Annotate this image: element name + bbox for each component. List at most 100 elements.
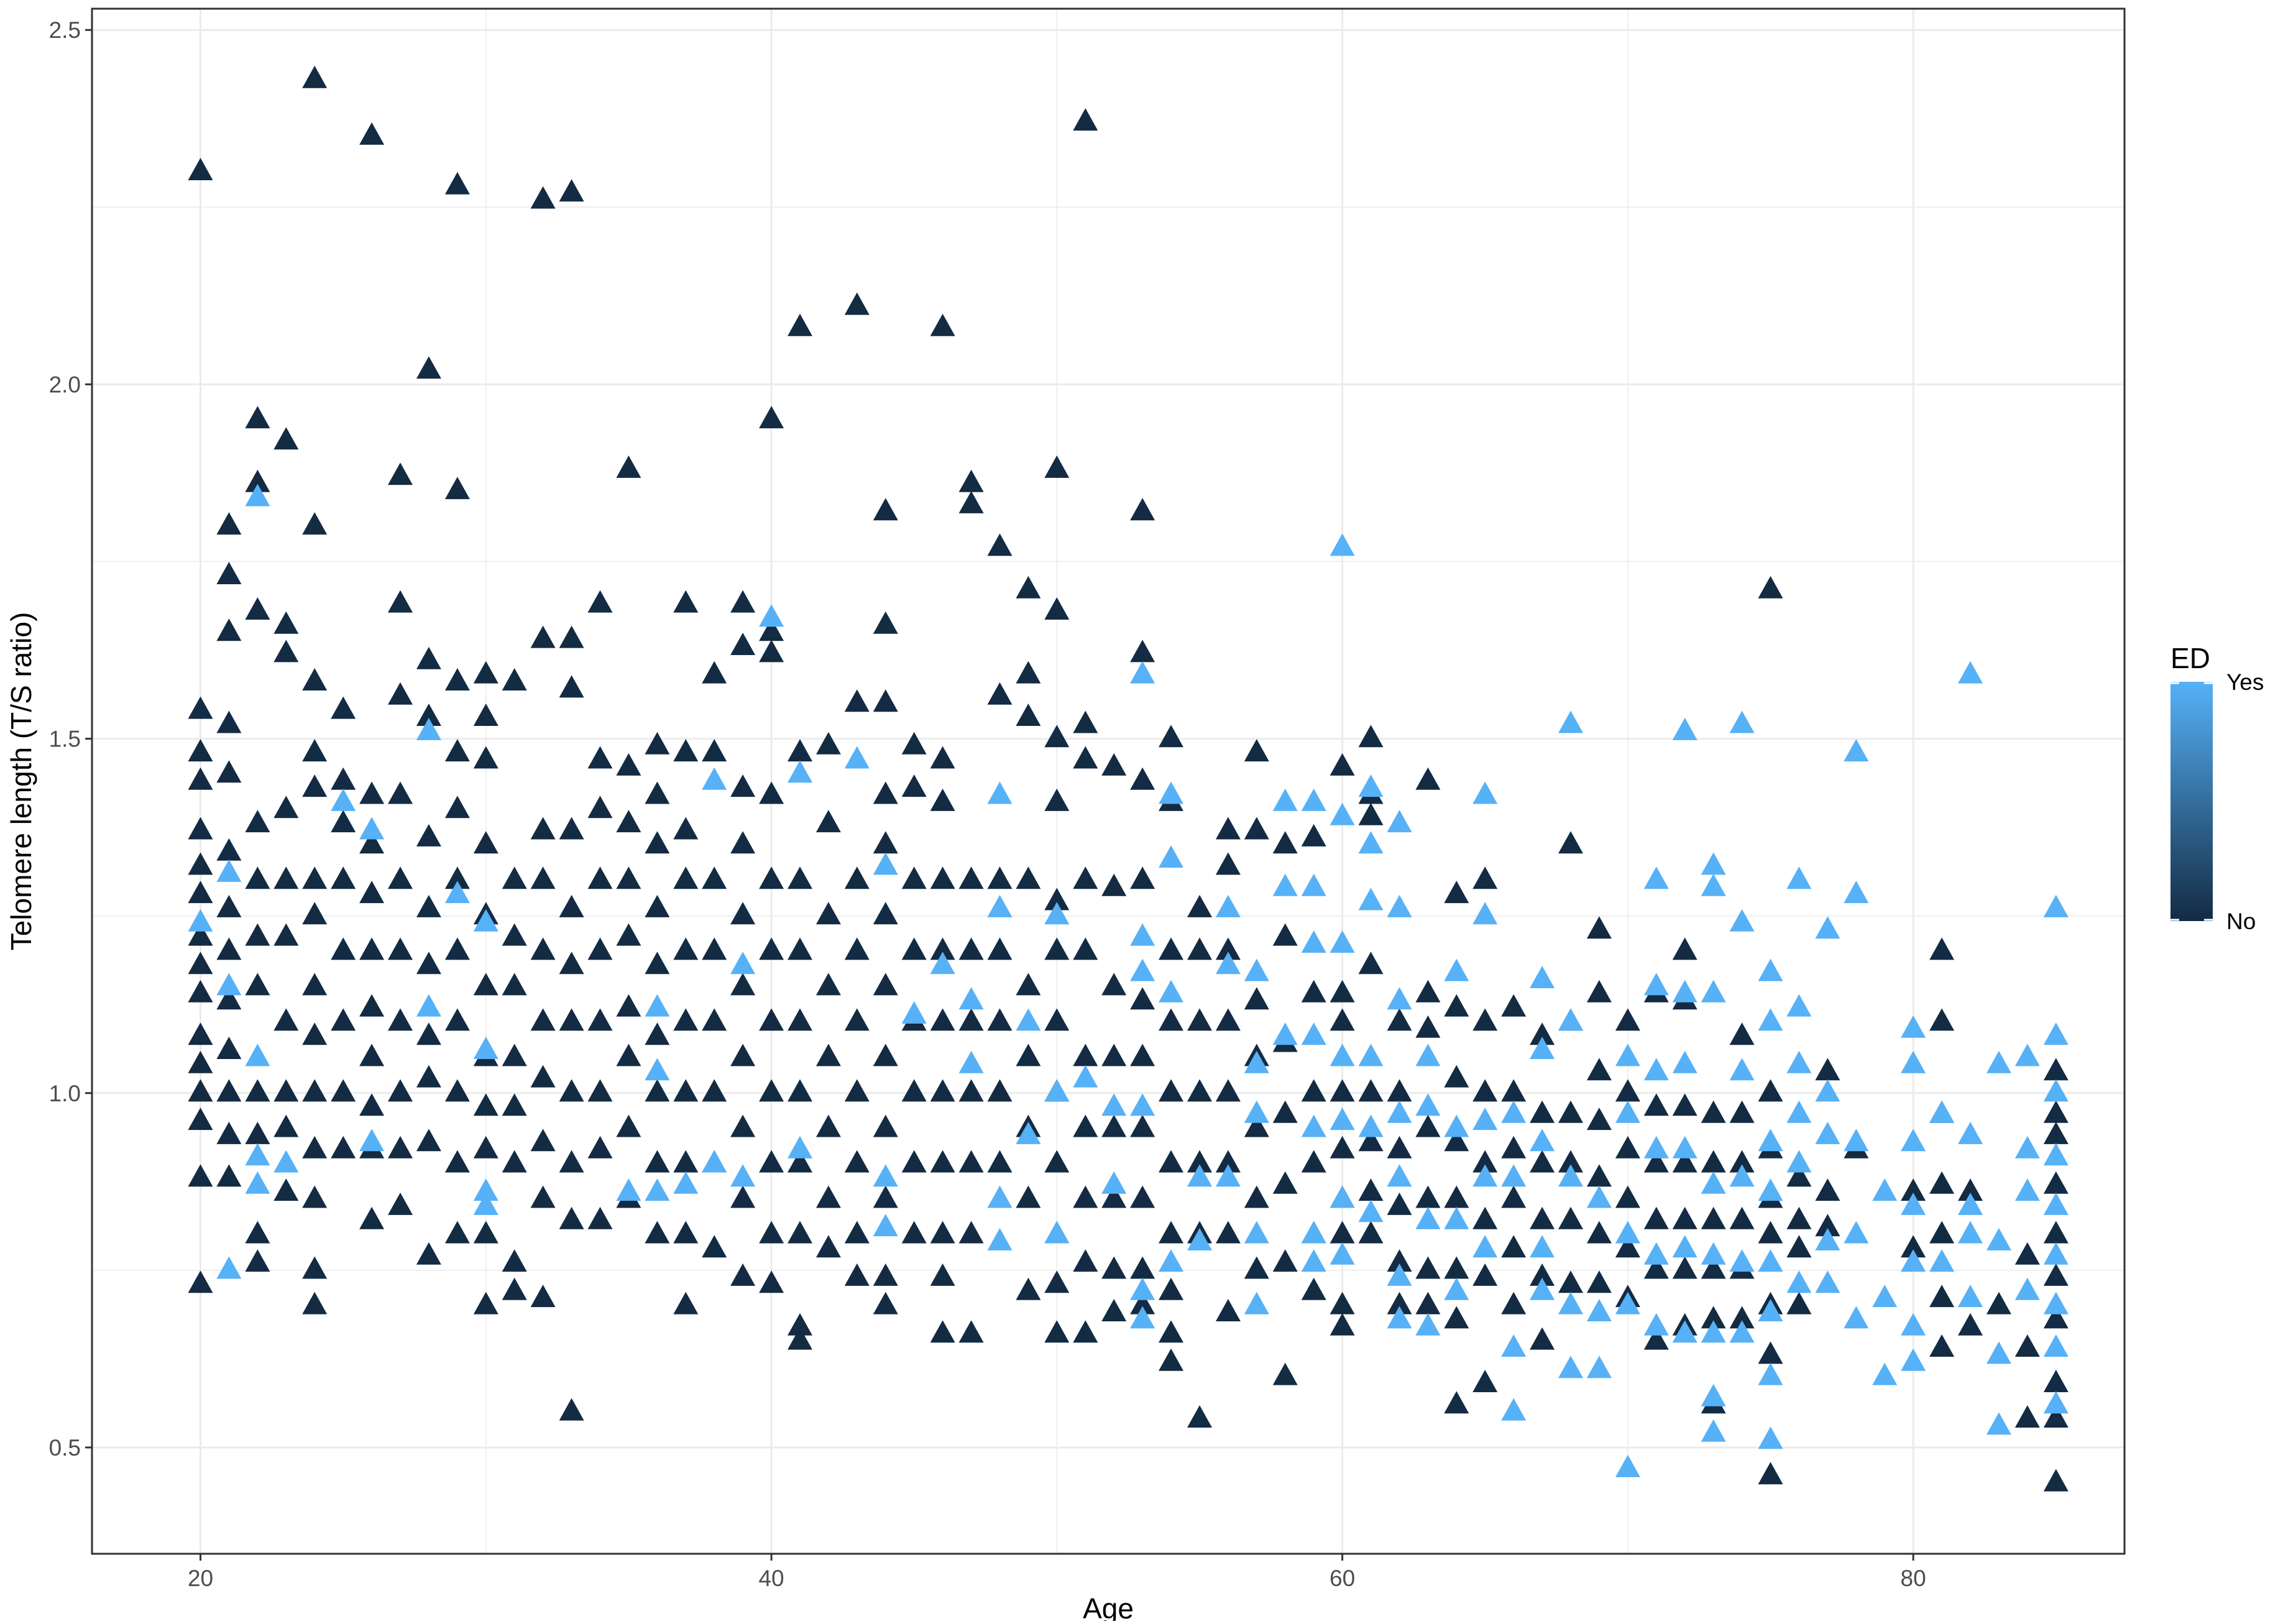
data-point (1672, 1050, 1697, 1073)
data-point (645, 1221, 670, 1244)
data-point (1130, 1044, 1155, 1067)
data-point (216, 937, 242, 960)
x-tick-label: 60 (1330, 1566, 1355, 1591)
data-point (1358, 1221, 1384, 1244)
data-point (1244, 1221, 1269, 1244)
data-point (1016, 1044, 1041, 1067)
data-point (1701, 1383, 1726, 1406)
data-point (359, 1206, 385, 1229)
data-point (1330, 1008, 1355, 1031)
data-point (1672, 1135, 1697, 1158)
data-point (587, 590, 613, 613)
data-point (245, 1143, 270, 1166)
data-point (1130, 987, 1155, 1010)
data-point (1786, 1270, 1812, 1293)
data-point (759, 618, 784, 641)
data-point (1130, 958, 1155, 981)
data-point (1586, 916, 1612, 939)
data-point (1415, 767, 1441, 790)
data-point (2014, 1044, 2040, 1067)
axes: 20 40 60 80 0.5 1.0 1.5 2.0 2.5 (49, 17, 1926, 1591)
data-point (1130, 767, 1155, 790)
data-point (815, 1235, 841, 1258)
data-point (1073, 937, 1098, 960)
data-point (1558, 710, 1583, 733)
data-point (1586, 1299, 1612, 1321)
data-point (1330, 1108, 1355, 1131)
data-point (530, 937, 556, 960)
data-point (1444, 958, 1469, 981)
data-point (530, 1065, 556, 1088)
data-point (1758, 1299, 1783, 1321)
data-point (1901, 1235, 1926, 1258)
data-point (844, 1221, 870, 1244)
data-point (1701, 1242, 1726, 1265)
data-point (930, 1150, 955, 1173)
data-point (245, 973, 270, 996)
data-point (1786, 866, 1812, 889)
data-point (1530, 1263, 1555, 1286)
data-point (1159, 1249, 1183, 1272)
data-point (188, 1079, 213, 1102)
data-point (1643, 1327, 1669, 1350)
data-point (1615, 1008, 1640, 1031)
data-point (1929, 1334, 1955, 1357)
data-point (216, 1079, 242, 1102)
data-point (302, 668, 328, 690)
data-point (1901, 1015, 1926, 1038)
data-point (302, 1291, 328, 1314)
data-point (788, 1008, 812, 1031)
data-point (1643, 1206, 1669, 1229)
data-point (1929, 937, 1955, 960)
data-point (901, 866, 927, 889)
data-point (873, 831, 898, 854)
data-point (1501, 1291, 1527, 1314)
data-point (1472, 781, 1498, 804)
data-point (958, 937, 984, 960)
data-point (1301, 1277, 1326, 1300)
data-point (359, 994, 385, 1017)
data-point (1758, 576, 1783, 599)
data-point (873, 1044, 898, 1067)
data-point (1472, 902, 1498, 925)
data-point (788, 1327, 812, 1350)
data-point (188, 696, 213, 719)
data-point (1358, 831, 1384, 854)
data-point (302, 512, 328, 535)
data-point (1415, 1256, 1441, 1279)
data-point (788, 313, 812, 336)
data-point (1901, 1348, 1926, 1371)
data-point (359, 1044, 385, 1067)
data-point (1016, 704, 1041, 726)
data-point (245, 923, 270, 946)
data-point (645, 952, 670, 975)
data-point (1758, 1178, 1783, 1201)
data-point (1159, 1150, 1183, 1173)
data-point (1272, 831, 1298, 854)
data-point (1986, 1291, 2011, 1314)
data-point (1615, 1079, 1640, 1102)
data-point (1387, 894, 1412, 917)
data-point (1586, 1108, 1612, 1131)
data-point (245, 484, 270, 507)
data-point (616, 810, 641, 833)
data-point (1073, 1044, 1098, 1067)
data-point (359, 1129, 385, 1152)
data-point (1530, 1129, 1555, 1152)
data-point (873, 781, 898, 804)
data-point (1358, 1044, 1384, 1067)
data-point (1272, 1022, 1298, 1045)
data-point (1672, 979, 1697, 1002)
data-point (444, 172, 470, 195)
data-point (1387, 1135, 1412, 1158)
data-point (216, 1164, 242, 1187)
data-point (702, 1008, 727, 1031)
data-point (788, 1079, 812, 1102)
data-point (331, 866, 356, 889)
data-point (1444, 1129, 1469, 1152)
data-point (930, 1320, 955, 1343)
data-point (702, 767, 727, 790)
data-point (1872, 1362, 1898, 1385)
data-point (1615, 1185, 1640, 1208)
